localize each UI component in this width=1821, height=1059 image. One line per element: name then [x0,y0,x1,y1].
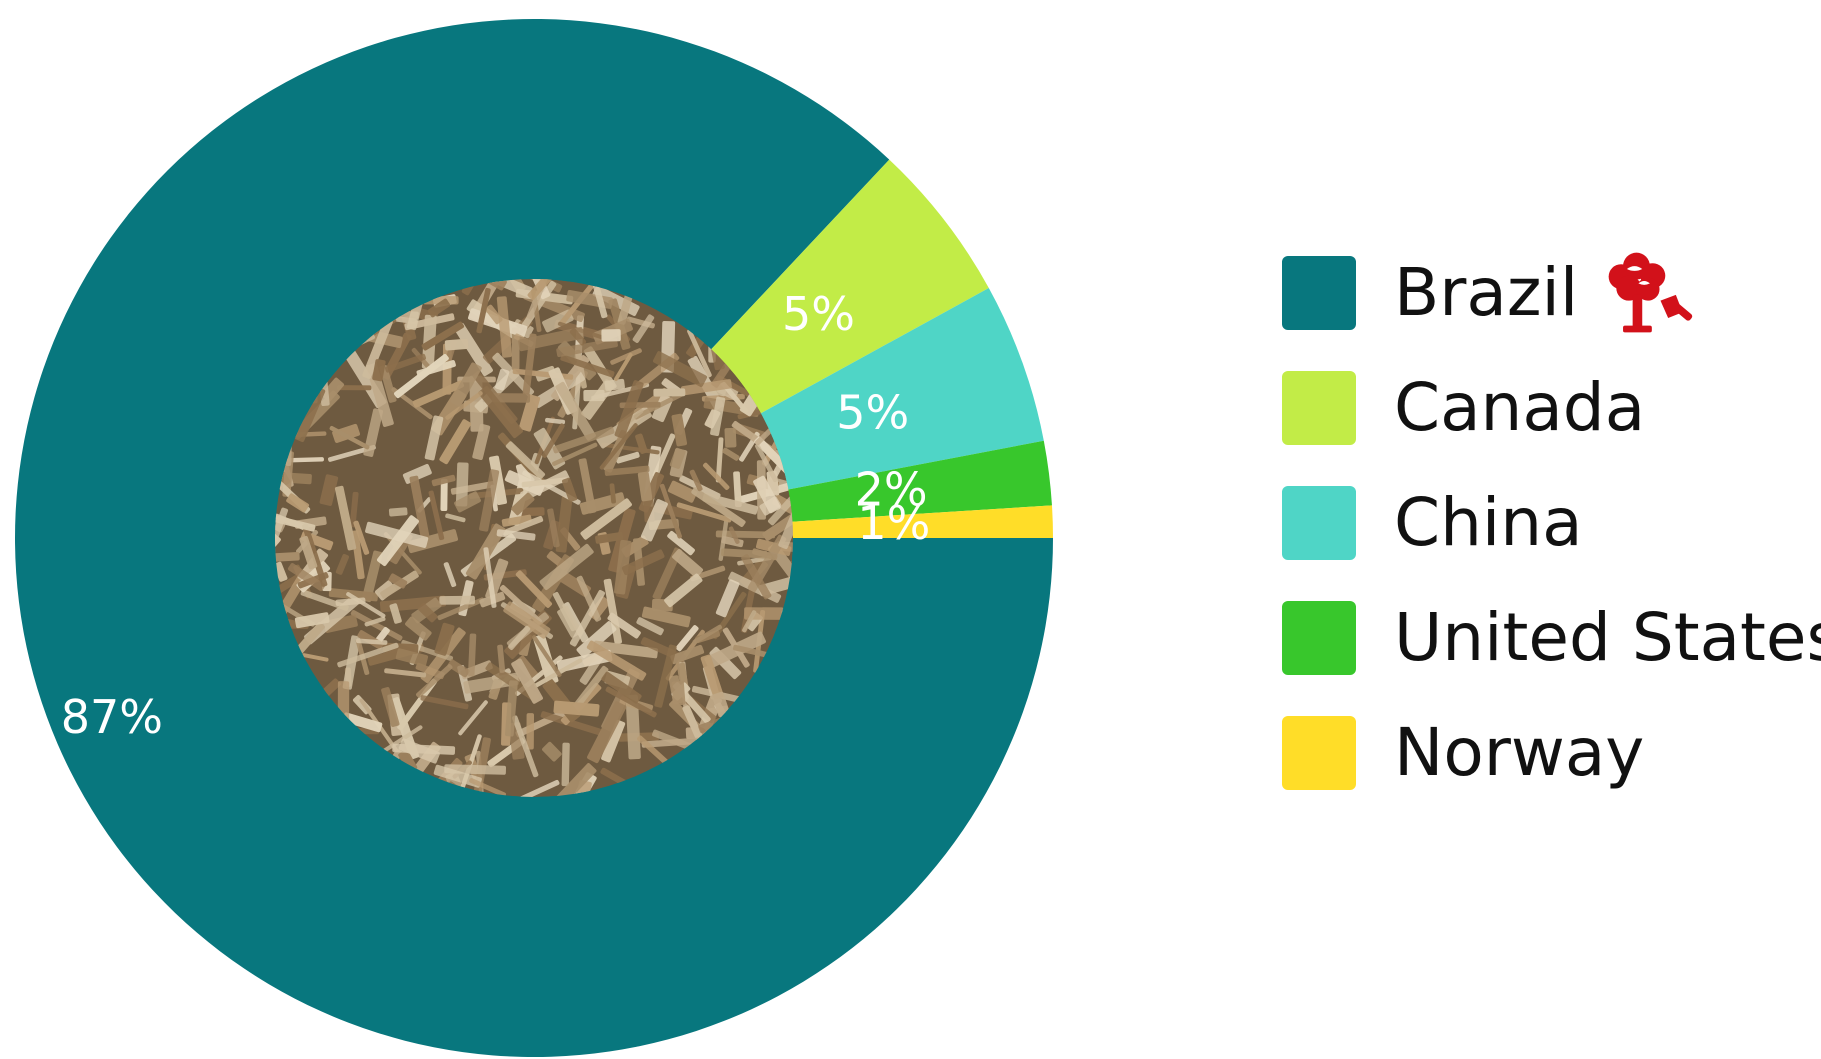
tree-and-axe-icon [1608,252,1693,333]
legend-item-brazil: Brazil [1282,252,1821,333]
slice-label-norway: 1% [857,496,930,550]
slice-label-united-states: 2% [855,462,928,516]
legend-label: Brazil [1394,254,1579,331]
slice-label-canada: 5% [782,287,855,341]
legend-item-china: China [1282,486,1821,560]
legend-label: China [1394,484,1583,561]
slice-labels: 87% 5% 5% 2%1% [61,287,931,744]
legend-swatch [1282,601,1356,675]
legend: Brazil Canada China [1282,252,1821,831]
legend-swatch [1282,486,1356,560]
legend-item-united-states: United States [1282,601,1821,675]
legend-item-norway: Norway [1282,716,1821,790]
legend-label: Canada [1394,369,1646,446]
slice-label-china: 5% [836,386,909,440]
donut-chart: 87% 5% 5% 2%1% [15,18,1054,1057]
legend-swatch [1282,716,1356,790]
legend-item-canada: Canada [1282,371,1821,445]
slice-label-brazil: 87% [61,690,163,744]
legend-label: Norway [1394,714,1645,791]
legend-swatch [1282,371,1356,445]
legend-label: United States [1394,599,1821,676]
legend-swatch [1282,256,1356,330]
